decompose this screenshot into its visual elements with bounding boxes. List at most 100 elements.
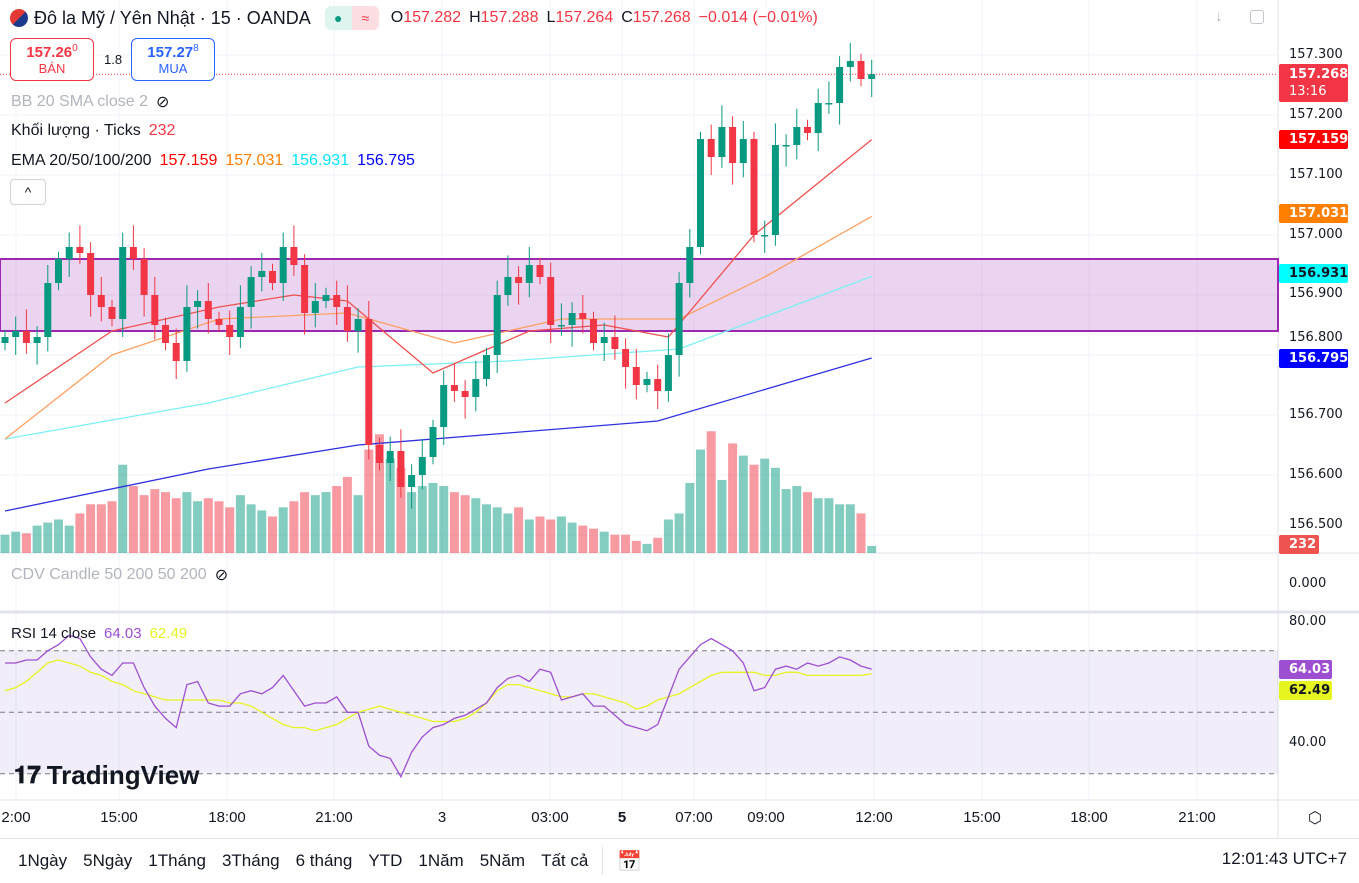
candle-body bbox=[55, 259, 62, 283]
settings-icon[interactable]: ⬡ bbox=[1308, 810, 1322, 827]
volume-bar bbox=[161, 492, 170, 553]
volume-bar bbox=[642, 543, 652, 553]
ema20-line bbox=[4, 139, 873, 404]
volume-bar bbox=[278, 507, 288, 553]
volume-bar bbox=[11, 531, 21, 553]
candle-body bbox=[311, 301, 319, 313]
volume-bar bbox=[310, 495, 320, 553]
hidden-eye-icon[interactable]: ⊘ bbox=[214, 567, 229, 584]
volume-bar bbox=[631, 540, 641, 553]
download-icon[interactable]: ↓ bbox=[1215, 8, 1223, 25]
ema20-tag: 157.159 bbox=[1279, 130, 1348, 149]
volume-bar bbox=[43, 522, 53, 553]
volume-bar bbox=[225, 507, 235, 553]
candle-body bbox=[76, 247, 84, 253]
candle-body bbox=[579, 313, 587, 319]
legend-cdv[interactable]: CDV Candle 50 200 50 200 ⊘ bbox=[11, 566, 229, 584]
price-axis-label: 156.900 bbox=[1289, 286, 1343, 301]
range-button[interactable]: 1Ngày bbox=[18, 851, 68, 870]
candle-body bbox=[129, 247, 137, 259]
range-button[interactable]: 1Năm bbox=[418, 851, 464, 870]
sell-button[interactable]: 157.260 BÁN bbox=[10, 38, 94, 81]
go-to-date-calendar-icon[interactable]: 📅 bbox=[617, 850, 643, 873]
ema50-tag: 157.031 bbox=[1279, 204, 1348, 223]
candle-body bbox=[804, 127, 811, 133]
time-axis-label: 03:00 bbox=[531, 809, 569, 826]
candle-body bbox=[183, 307, 191, 361]
legend-rsi[interactable]: RSI 14 close 64.03 62.49 bbox=[11, 625, 188, 642]
range-button[interactable]: 5Ngày bbox=[83, 851, 133, 870]
volume-bar bbox=[760, 458, 770, 553]
candle-body bbox=[697, 139, 704, 247]
candle-body bbox=[204, 301, 212, 319]
legend-bb[interactable]: BB 20 SMA close 2 ⊘ bbox=[11, 93, 170, 111]
volume-bar bbox=[107, 501, 117, 553]
range-button[interactable]: YTD bbox=[368, 851, 403, 870]
candle-body bbox=[686, 247, 694, 283]
volume-bar bbox=[492, 507, 502, 553]
candle-body bbox=[643, 379, 651, 385]
candle-body bbox=[301, 265, 309, 313]
candle-body bbox=[793, 127, 801, 145]
candle-body bbox=[108, 307, 116, 319]
volume-bar bbox=[353, 495, 363, 553]
candle-body bbox=[590, 319, 597, 343]
volume-bar bbox=[835, 504, 845, 553]
volume-bar bbox=[482, 504, 491, 553]
time-axis-label: 15:00 bbox=[100, 809, 138, 826]
volume-bar bbox=[610, 534, 620, 553]
buy-button[interactable]: 157.278 MUA bbox=[131, 38, 215, 81]
candle-body bbox=[12, 331, 20, 337]
volume-bar bbox=[717, 479, 727, 553]
volume-bar bbox=[396, 467, 406, 553]
symbol-title[interactable]: Đô la Mỹ / Yên Nhật · 15 · OANDA bbox=[34, 7, 311, 28]
legend-volume[interactable]: Khối lượng · Ticks 232 bbox=[11, 122, 176, 139]
range-button[interactable]: 5Năm bbox=[479, 851, 526, 870]
candle-body bbox=[600, 337, 608, 343]
candle-body bbox=[343, 307, 351, 331]
market-status[interactable]: ● ≈ bbox=[324, 6, 379, 30]
price-axis-label: 157.000 bbox=[1289, 227, 1343, 242]
candle-body bbox=[44, 283, 52, 337]
volume-bar bbox=[32, 525, 42, 553]
axis-label: 0.000 bbox=[1289, 576, 1327, 591]
volume-tag: 232 bbox=[1279, 535, 1319, 554]
volume-bar bbox=[375, 434, 384, 553]
candle-body bbox=[119, 247, 127, 319]
legend-ema[interactable]: EMA 20/50/100/200 157.159 157.031 156.931 15… bbox=[11, 152, 415, 169]
candle-body bbox=[611, 337, 619, 349]
candle-body bbox=[290, 247, 298, 265]
volume-bar bbox=[439, 486, 449, 553]
volume-bar bbox=[193, 501, 203, 553]
candle-body bbox=[322, 295, 330, 301]
volume-bar bbox=[803, 492, 812, 553]
range-button[interactable]: 6 tháng bbox=[295, 851, 353, 870]
volume-bar bbox=[706, 431, 716, 553]
collapse-legend-button[interactable]: ^ bbox=[10, 179, 46, 205]
candle-body bbox=[33, 337, 41, 343]
candle-body bbox=[739, 139, 747, 163]
price-axis-label: 157.200 bbox=[1289, 107, 1343, 122]
volume-bar bbox=[182, 492, 192, 553]
candle-body bbox=[814, 103, 822, 133]
volume-bar bbox=[781, 489, 791, 553]
tradingview-logo[interactable]: 𝟏𝟕 TradingView bbox=[14, 760, 200, 790]
volume-bar bbox=[621, 534, 631, 553]
hidden-eye-icon[interactable]: ⊘ bbox=[155, 94, 170, 111]
candle-body bbox=[761, 235, 769, 237]
rsi-tag: 64.03 bbox=[1279, 660, 1332, 679]
volume-bar bbox=[257, 510, 267, 553]
clock-timezone[interactable]: 12:01:43 UTC+7 bbox=[1221, 849, 1347, 868]
range-button[interactable]: 1Tháng bbox=[148, 851, 206, 870]
range-button[interactable]: Tất cả bbox=[541, 851, 589, 870]
time-axis-label: 2:00 bbox=[1, 809, 31, 826]
candle-body bbox=[450, 385, 458, 391]
range-button[interactable]: 3Tháng bbox=[221, 851, 280, 870]
volume-bar bbox=[64, 525, 74, 553]
candle-body bbox=[215, 319, 223, 325]
volume-bar bbox=[385, 458, 395, 553]
fullscreen-icon[interactable] bbox=[1250, 10, 1264, 24]
volume-bar bbox=[674, 513, 684, 553]
market-open-dot-icon: ● bbox=[324, 6, 352, 30]
